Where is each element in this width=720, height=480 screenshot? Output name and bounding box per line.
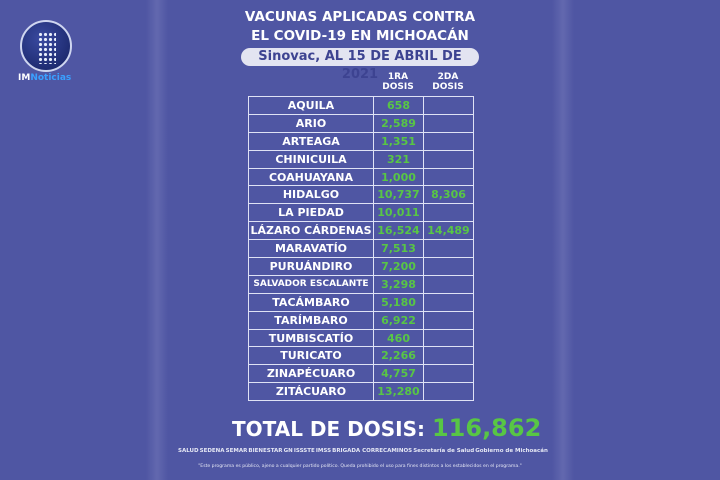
municipality-cell: SALVADOR ESCALANTE — [248, 274, 374, 294]
second-dose-cell — [423, 131, 474, 151]
first-dose-cell: 2,266 — [373, 346, 424, 366]
page-title: VACUNAS APLICADAS CONTRA EL COVID-19 EN … — [170, 8, 550, 46]
table-row: COAHUAYANA 1,000 — [248, 167, 474, 187]
second-dose-cell — [423, 364, 474, 384]
municipality-cell: TARÍMBARO — [248, 310, 374, 330]
second-dose-cell — [423, 149, 474, 169]
im-noticias-logo — [20, 20, 72, 72]
municipality-cell: TURICATO — [248, 346, 374, 366]
table-row: AQUILA 658 — [248, 96, 474, 115]
second-dose-cell — [423, 167, 474, 187]
title-line-1: VACUNAS APLICADAS CONTRA — [244, 9, 476, 25]
first-dose-cell: 4,757 — [373, 364, 424, 384]
first-dose-cell: 10,011 — [373, 203, 424, 223]
sponsor-logo: Gobierno de Michoacán — [475, 448, 548, 454]
sponsor-logo: GN — [283, 448, 293, 454]
first-dose-cell: 3,298 — [373, 274, 424, 294]
table-row: CHINICUILA 321 — [248, 149, 474, 169]
first-dose-cell: 13,280 — [373, 382, 424, 402]
first-dose-cell: 1,000 — [373, 167, 424, 187]
second-dose-cell — [423, 346, 474, 366]
municipality-cell: ZINAPÉCUARO — [248, 364, 374, 384]
sponsor-logo: SEDENA — [199, 448, 225, 454]
second-dose-cell — [423, 113, 474, 133]
municipality-cell: ZITÁCUARO — [248, 382, 374, 402]
municipality-cell: PURUÁNDIRO — [248, 257, 374, 276]
second-dose-cell — [423, 310, 474, 330]
second-dose-cell — [423, 96, 474, 115]
table-row: LÁZARO CÁRDENAS 16,524 14,489 — [248, 221, 474, 241]
disclaimer: "Este programa es público, ajeno a cualq… — [198, 464, 522, 469]
logo-text-a: IM — [18, 73, 31, 83]
vaccination-table: AQUILA 658 ARIO 2,589 ARTEAGA 1,351 CHINICUILA… — [248, 96, 474, 402]
municipality-cell: ARIO — [248, 113, 374, 133]
logo-text-b: Noticias — [30, 73, 72, 83]
title-line-2: EL COVID-19 EN MICHOACÁN — [251, 28, 469, 44]
logo-i-icon — [38, 32, 56, 64]
sponsor-logo: ISSSTE — [293, 448, 315, 454]
table-row: PURUÁNDIRO 7,200 — [248, 257, 474, 276]
municipality-cell: MARAVATÍO — [248, 239, 374, 259]
table-row: SALVADOR ESCALANTE 3,298 — [248, 274, 474, 294]
poster-edge-right — [552, 0, 574, 480]
sponsor-logos: SALUD SEDENA SEMAR BIENESTAR GN ISSSTE IMSS BRI… — [178, 448, 548, 454]
logo-text: IMNoticias — [18, 73, 71, 83]
municipality-cell: CHINICUILA — [248, 149, 374, 169]
first-dose-cell: 5,180 — [373, 292, 424, 312]
total-doses: TOTAL DE DOSIS: 116,862 — [232, 414, 541, 442]
first-dose-cell: 460 — [373, 328, 424, 348]
municipality-cell: TACÁMBARO — [248, 292, 374, 312]
second-dose-cell — [423, 257, 474, 276]
table-row: MARAVATÍO 7,513 — [248, 239, 474, 259]
municipality-cell: AQUILA — [248, 96, 374, 115]
second-dose-cell — [423, 203, 474, 223]
municipality-cell: LÁZARO CÁRDENAS — [248, 221, 374, 241]
first-dose-cell: 6,922 — [373, 310, 424, 330]
subtitle-pill: Sinovac, AL 15 DE ABRIL DE 2021 — [241, 48, 479, 82]
second-dose-cell — [423, 382, 474, 402]
sponsor-logo: Secretaría de Salud — [413, 448, 475, 454]
column-header-2da: 2DA DOSIS — [432, 72, 464, 92]
municipality-cell: ARTEAGA — [248, 131, 374, 151]
first-dose-cell: 7,513 — [373, 239, 424, 259]
table-row: ZINAPÉCUARO 4,757 — [248, 364, 474, 384]
poster-edge-left — [146, 0, 168, 480]
first-dose-cell: 1,351 — [373, 131, 424, 151]
first-dose-cell: 2,589 — [373, 113, 424, 133]
table-row: HIDALGO 10,737 8,306 — [248, 185, 474, 205]
table-row: ARIO 2,589 — [248, 113, 474, 133]
sponsor-logo: BIENESTAR — [248, 448, 283, 454]
first-dose-cell: 658 — [373, 96, 424, 115]
table-row: TUMBISCATÍO 460 — [248, 328, 474, 348]
municipality-cell: TUMBISCATÍO — [248, 328, 374, 348]
second-dose-cell — [423, 274, 474, 294]
table-row: TARÍMBARO 6,922 — [248, 310, 474, 330]
second-dose-cell — [423, 328, 474, 348]
total-label: TOTAL DE DOSIS: — [232, 417, 425, 441]
first-dose-cell: 10,737 — [373, 185, 424, 205]
table-row: ZITÁCUARO 13,280 — [248, 382, 474, 402]
second-dose-cell — [423, 292, 474, 312]
municipality-cell: LA PIEDAD — [248, 203, 374, 223]
table-row: ARTEAGA 1,351 — [248, 131, 474, 151]
sponsor-logo: SALUD — [178, 448, 199, 454]
municipality-cell: COAHUAYANA — [248, 167, 374, 187]
first-dose-cell: 7,200 — [373, 257, 424, 276]
sponsor-logo: SEMAR — [225, 448, 248, 454]
sponsor-logo: IMSS — [315, 448, 332, 454]
table-row: LA PIEDAD 10,011 — [248, 203, 474, 223]
second-dose-cell — [423, 239, 474, 259]
total-value: 116,862 — [431, 414, 542, 442]
column-header-1ra: 1RA DOSIS — [382, 72, 414, 92]
sponsor-logo: BRIGADA CORRECAMINOS — [332, 448, 413, 454]
table-row: TURICATO 2,266 — [248, 346, 474, 366]
second-dose-cell: 8,306 — [423, 185, 474, 205]
table-row: TACÁMBARO 5,180 — [248, 292, 474, 312]
municipality-cell: HIDALGO — [248, 185, 374, 205]
first-dose-cell: 321 — [373, 149, 424, 169]
first-dose-cell: 16,524 — [373, 221, 424, 241]
second-dose-cell: 14,489 — [423, 221, 474, 241]
